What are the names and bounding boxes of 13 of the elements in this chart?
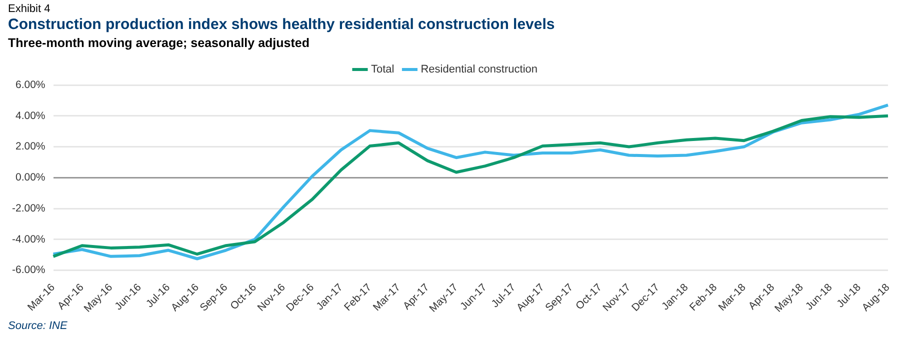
legend-label: Total <box>370 64 394 76</box>
y-tick-label: -4.00% <box>12 233 46 246</box>
chart-title: Construction production index shows healthy residential construction levels <box>8 16 555 33</box>
source-note: Source: INE <box>8 320 68 332</box>
y-tick-label: -2.00% <box>12 202 46 214</box>
y-tick-label: 2.00% <box>15 140 46 153</box>
y-tick-label: 0.00% <box>15 172 46 184</box>
legend-label: Residential construction <box>420 64 538 76</box>
chart-subtitle: Three-month moving average; seasonally adjusted <box>8 36 310 50</box>
y-tick-label: 4.00% <box>15 110 46 122</box>
text: Exhibit 4 <box>8 3 50 15</box>
y-tick-label: 6.00% <box>15 78 46 91</box>
y-tick-label: -6.00% <box>12 264 46 276</box>
